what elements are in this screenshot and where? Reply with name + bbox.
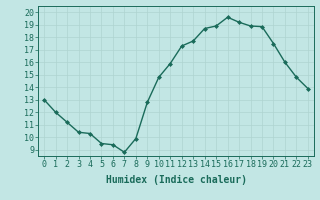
X-axis label: Humidex (Indice chaleur): Humidex (Indice chaleur) — [106, 175, 246, 185]
